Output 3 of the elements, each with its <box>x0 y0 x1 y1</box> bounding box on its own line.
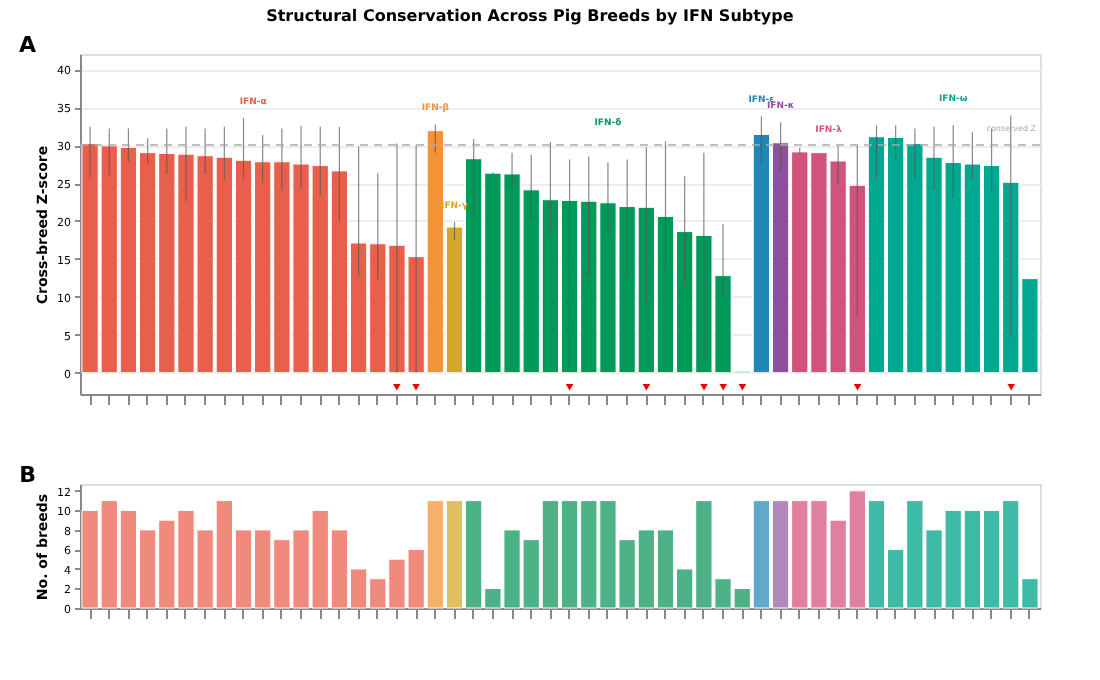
chart-title: Structural Conservation Across Pig Breeds by IFN Subtype <box>266 7 795 25</box>
text: A <box>18 32 37 58</box>
text: B <box>19 462 36 488</box>
